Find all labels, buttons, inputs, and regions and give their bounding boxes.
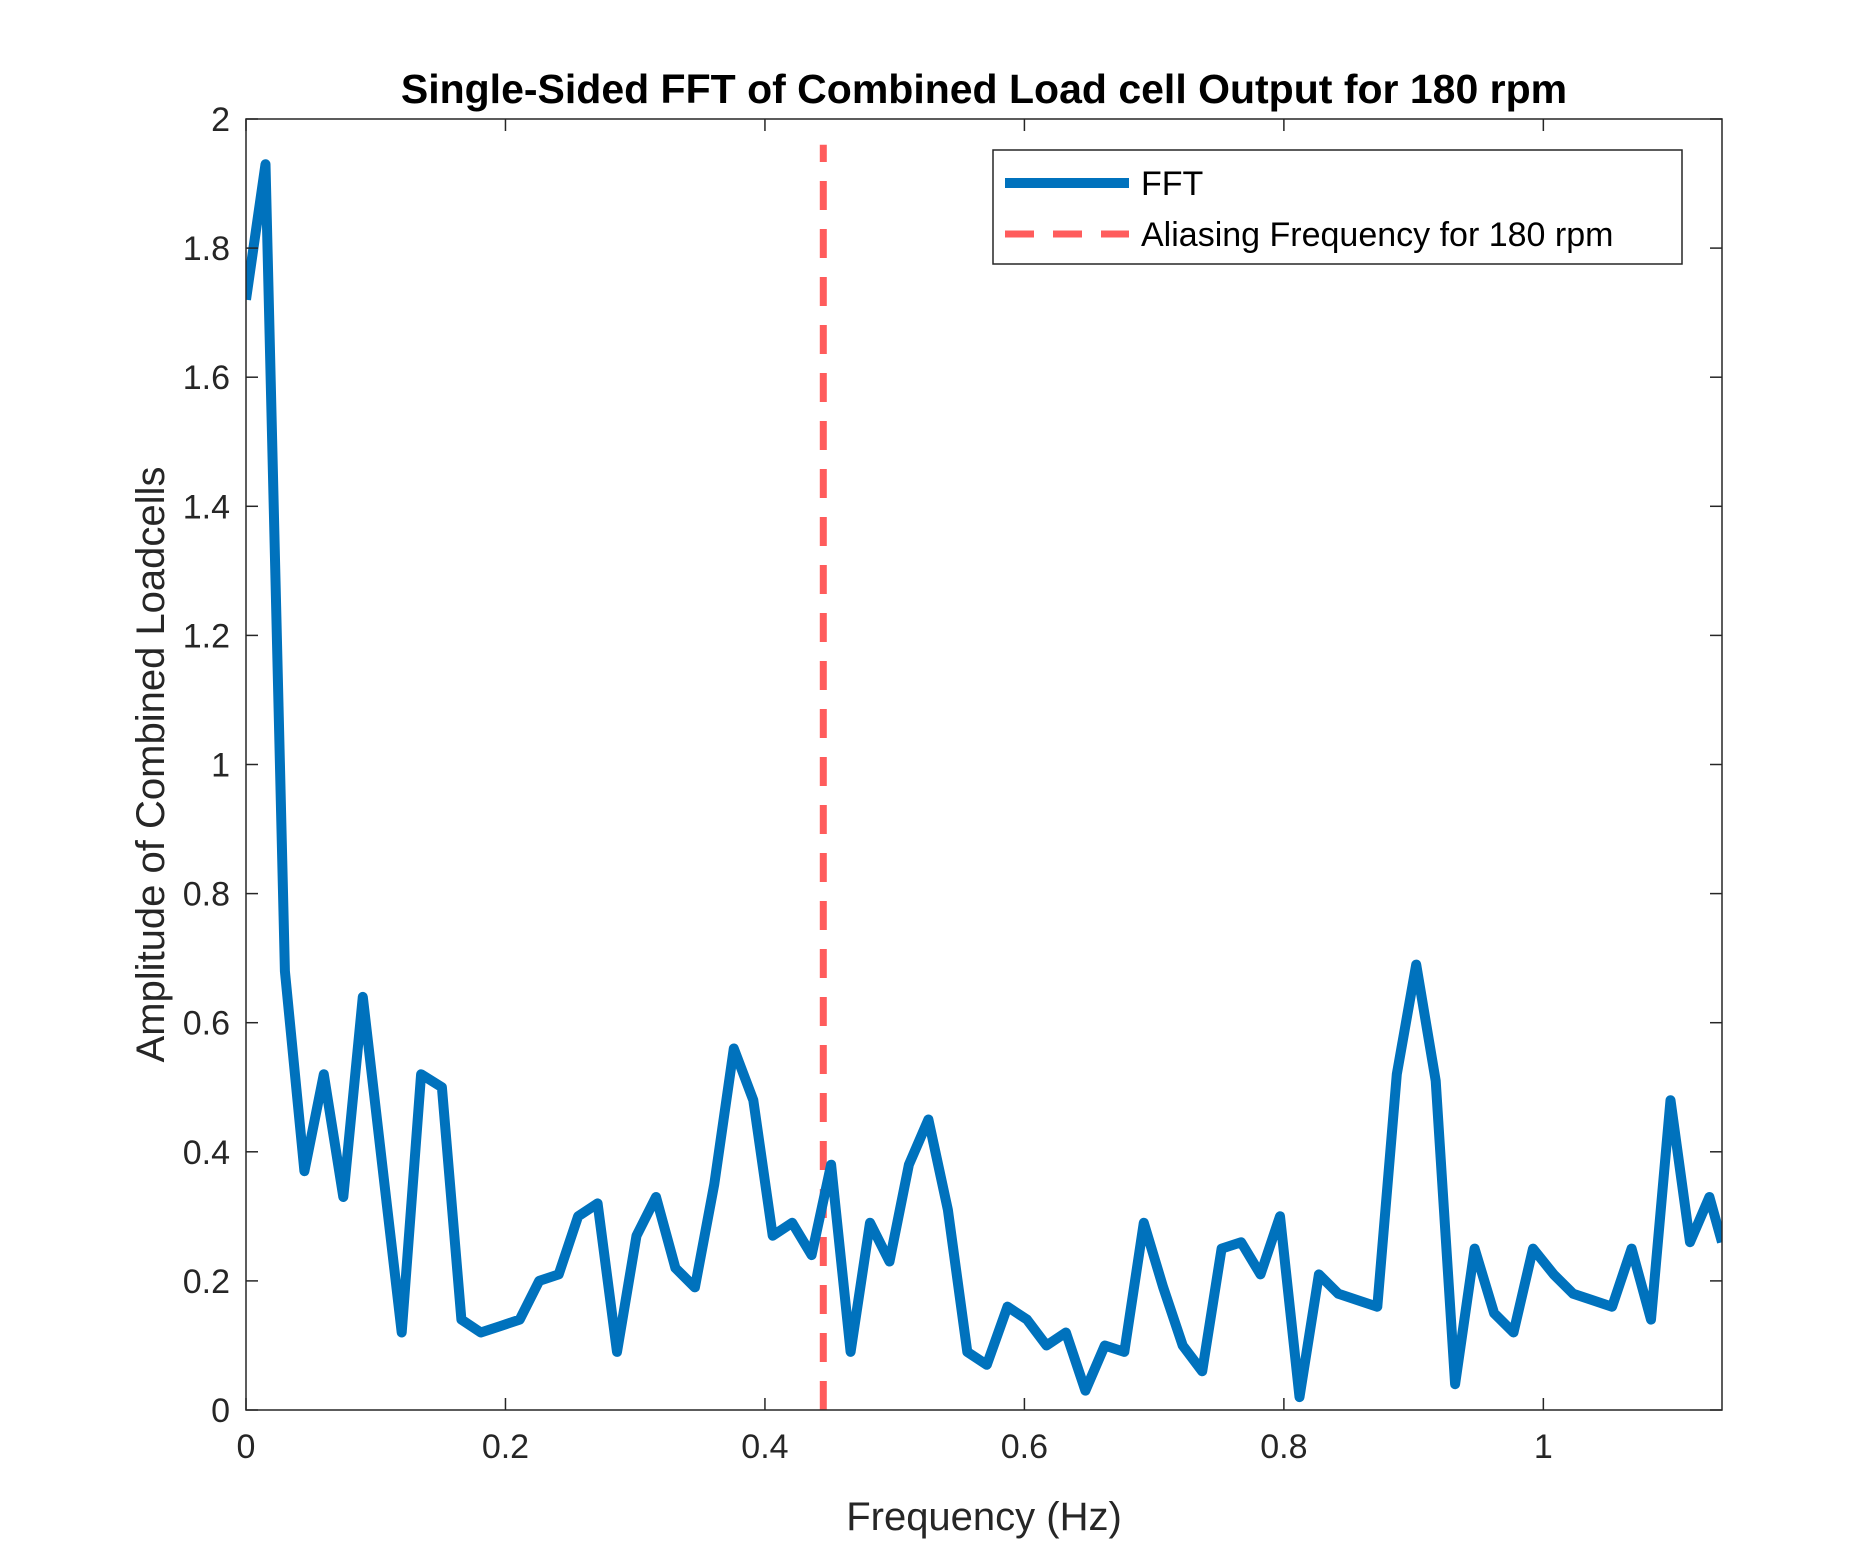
y-tick-label: 1 xyxy=(211,747,230,785)
y-tick-label: 2 xyxy=(211,101,230,139)
x-tick-label: 0.2 xyxy=(482,1428,529,1466)
series-layer xyxy=(246,144,1722,1410)
tick-layer: 0 0.2 0.4 0.6 0.8 1 0 0.2 0.4 0.6 0.8 1 1.2 1.4 1.6 1.8… xyxy=(183,101,1722,1466)
fft-series-line xyxy=(246,159,1722,1403)
x-axis-title: Frequency (Hz) xyxy=(846,1495,1122,1539)
x-tick-label: 0.4 xyxy=(741,1428,788,1466)
x-tick-label: 0.8 xyxy=(1260,1428,1307,1466)
x-tick-label: 0 xyxy=(237,1428,256,1466)
plot-area xyxy=(246,119,1722,1410)
y-tick-label: 0.4 xyxy=(183,1134,230,1172)
y-tick-label: 1.2 xyxy=(183,617,230,655)
legend-label-fft: FFT xyxy=(1141,165,1203,203)
y-tick-label: 0.6 xyxy=(183,1005,230,1043)
legend-box xyxy=(992,149,1683,265)
x-tick-label: 0.6 xyxy=(1001,1428,1048,1466)
legend: FFT Aliasing Frequency for 180 rpm xyxy=(992,149,1683,265)
axes-box xyxy=(245,118,1723,1411)
y-tick-label: 0.8 xyxy=(183,876,230,914)
x-tick-label: 1 xyxy=(1534,1428,1553,1466)
chart-title: Single-Sided FFT of Combined Load cell O… xyxy=(401,66,1567,112)
y-tick-label: 1.6 xyxy=(183,359,230,397)
y-tick-label: 1.4 xyxy=(183,488,230,526)
y-tick-label: 1.8 xyxy=(183,230,230,268)
legend-label-aliasing-frequency: Aliasing Frequency for 180 rpm xyxy=(1141,216,1613,254)
y-tick-label: 0 xyxy=(211,1392,230,1430)
y-axis-title: Amplitude of Combined Loadcells xyxy=(129,467,173,1063)
y-tick-label: 0.2 xyxy=(183,1263,230,1301)
